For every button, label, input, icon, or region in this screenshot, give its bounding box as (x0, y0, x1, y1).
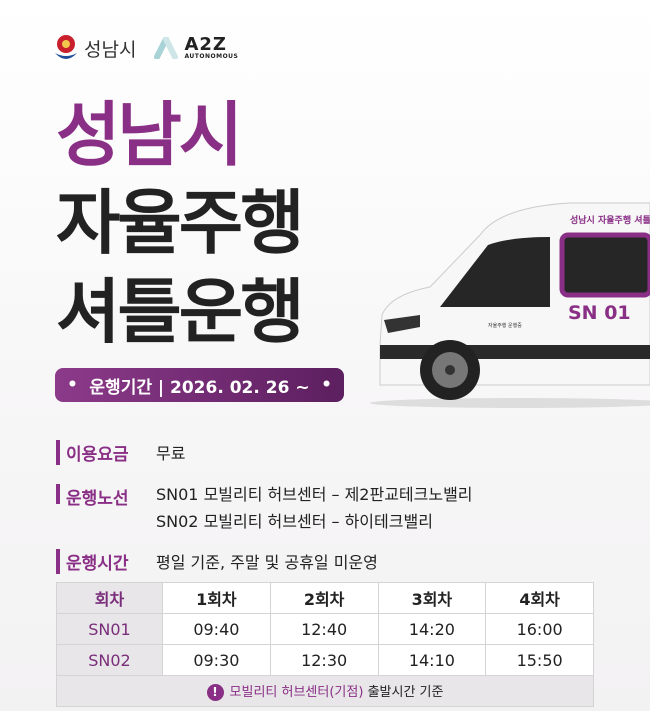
route-row: 운행노선 SN01 모빌리티 허브센터 – 제2판교테크노밸리 SN02 모빌리… (56, 484, 473, 535)
header-cell: 1회차 (162, 582, 271, 614)
hours-row: 운행시간 평일 기준, 주말 및 공휴일 미운영 (56, 549, 378, 574)
fare-row: 이용요금 무료 (56, 440, 185, 465)
route-cell: SN01 (56, 613, 163, 645)
time-cell: 15:50 (485, 644, 594, 676)
fare-value: 무료 (156, 444, 186, 463)
title-line-2: 자율주행 (56, 182, 305, 264)
city-name: 성남시 (84, 38, 137, 61)
company-sub: AUTONOMOUS (184, 52, 239, 60)
time-cell: 12:40 (269, 613, 379, 645)
company-name: A2Z (184, 33, 227, 55)
route-label: 운행노선 (56, 484, 156, 509)
header-cell: 3회차 (377, 582, 487, 614)
van-number: SN 01 (568, 302, 631, 324)
seongnam-logo: 성남시 (52, 33, 136, 63)
table-row: SN02 09:30 12:30 14:10 15:50 (56, 644, 594, 676)
a2z-logo: A2Z AUTONOMOUS (154, 33, 239, 60)
time-cell: 12:30 (269, 644, 379, 676)
a2z-emblem-icon (154, 37, 179, 59)
seongnam-emblem-icon (55, 35, 77, 59)
time-cell: 14:20 (377, 613, 487, 645)
van-badge: 자율주행 운행중 (488, 322, 522, 329)
period-badge: • 운행기간 | 2026. 02. 26 ~ • (55, 368, 344, 402)
table-footnote-row: ! 모빌리티 허브센터(기점) 출발시간 기준 (56, 675, 594, 707)
bullet-icon: • (321, 375, 332, 395)
table-row: SN01 09:40 12:40 14:20 16:00 (56, 613, 594, 645)
route-sn02: SN02 모빌리티 허브센터 – 하이테크밸리 (156, 512, 433, 531)
footnote-cell: ! 모빌리티 허브센터(기점) 출발시간 기준 (56, 675, 594, 707)
header-cell: 4회차 (485, 582, 594, 614)
van-banner-text: 성남시 자율주행 셔틀 (570, 214, 650, 226)
header-cell: 2회차 (269, 582, 379, 614)
logo-bar: 성남시 A2Z AUTONOMOUS (52, 33, 238, 63)
footnote-text: 출발시간 기준 (367, 685, 444, 700)
bullet-icon: • (67, 375, 78, 395)
route-cell: SN02 (56, 644, 163, 676)
fare-label: 이용요금 (56, 440, 156, 465)
footnote-highlight: 모빌리티 허브센터(기점) (229, 685, 364, 700)
time-cell: 09:30 (162, 644, 271, 676)
route-sn01: SN01 모빌리티 허브센터 – 제2판교테크노밸리 (156, 485, 473, 504)
title-line-3: 셔틀운행 (56, 271, 305, 353)
table-header-row: 회차 1회차 2회차 3회차 4회차 (56, 582, 594, 614)
header-cell: 회차 (56, 582, 163, 614)
timetable: 회차 1회차 2회차 3회차 4회차 SN01 09:40 12:40 14:2… (56, 582, 594, 707)
time-cell: 14:10 (377, 644, 487, 676)
period-text: 운행기간 | 2026. 02. 26 ~ (89, 377, 310, 398)
hours-label: 운행시간 (56, 549, 156, 574)
time-cell: 16:00 (485, 613, 594, 645)
exclamation-icon: ! (206, 684, 224, 701)
time-cell: 09:40 (162, 613, 271, 645)
shuttle-van-image: 성남시 자율주행 셔틀 SN 01 자율주행 운행중 (370, 202, 650, 408)
title-line-1: 성남시 (56, 94, 243, 176)
hours-value: 평일 기준, 주말 및 공휴일 미운영 (156, 553, 378, 572)
